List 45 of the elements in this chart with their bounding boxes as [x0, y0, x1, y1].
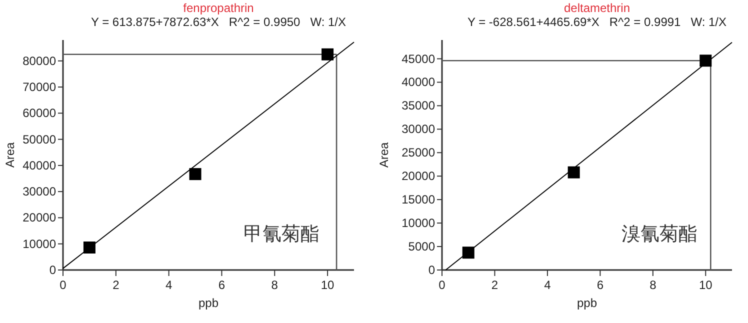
- y-tick-label: 40000: [402, 75, 436, 90]
- point: [322, 48, 334, 60]
- y-tick-label: 20000: [402, 169, 436, 184]
- y-tick-label: 5000: [408, 240, 436, 254]
- y-tick-label: 70000: [22, 80, 56, 94]
- y-axis-title: Area: [3, 142, 17, 168]
- y-tick-label: 10000: [402, 216, 436, 230]
- y-tick-label: 15000: [402, 192, 436, 207]
- x-tick-label: 2: [491, 278, 498, 292]
- chart-title: deltamethrin: [564, 1, 630, 15]
- y-tick-label: 45000: [402, 52, 436, 66]
- chart-title: fenpropathrin: [183, 1, 254, 15]
- point: [189, 168, 202, 180]
- y-tick-label: 50000: [22, 132, 56, 146]
- x-tick-label: 8: [271, 278, 278, 292]
- y-tick-label: 25000: [402, 146, 436, 160]
- chart-subtitle: Y = -628.561+4465.69*X R^2 = 0.9991 W: 1/X: [467, 15, 727, 29]
- annotation: 溴氰菊酯: [622, 223, 698, 246]
- y-tick-label: 35000: [402, 98, 436, 113]
- y-tick-label: 40000: [22, 158, 56, 172]
- x-tick-label: 0: [438, 278, 446, 292]
- x-tick-label: 6: [596, 278, 604, 292]
- x-tick-label: 6: [218, 278, 226, 292]
- y-axis-title: Area: [377, 142, 391, 168]
- annotation: 甲氰菊酯: [243, 223, 320, 246]
- x-tick-label: 10: [320, 278, 335, 292]
- y-tick-label: 0: [49, 263, 56, 277]
- x-tick-label: 4: [544, 278, 552, 292]
- x-tick-label: 2: [112, 278, 120, 292]
- x-axis-title: ppb: [576, 296, 598, 310]
- y-tick-label: 10000: [22, 236, 56, 251]
- point: [568, 166, 580, 178]
- point: [700, 54, 712, 67]
- x-tick-label: 4: [165, 278, 172, 292]
- y-tick-label: 0: [428, 263, 436, 277]
- chart-subtitle: Y = 613.875+7872.63*X R^2 = 0.9950 W: 1/X: [90, 15, 346, 29]
- y-tick-label: 30000: [402, 122, 436, 136]
- x-tick-label: 0: [60, 278, 67, 292]
- y-tick-label: 20000: [22, 210, 56, 225]
- x-tick-label: 8: [650, 278, 657, 292]
- y-tick-label: 30000: [22, 184, 56, 199]
- y-tick-label: 80000: [22, 54, 56, 68]
- y-tick-label: 60000: [22, 106, 56, 120]
- x-axis-title: ppb: [198, 296, 219, 310]
- x-tick-label: 10: [698, 278, 713, 292]
